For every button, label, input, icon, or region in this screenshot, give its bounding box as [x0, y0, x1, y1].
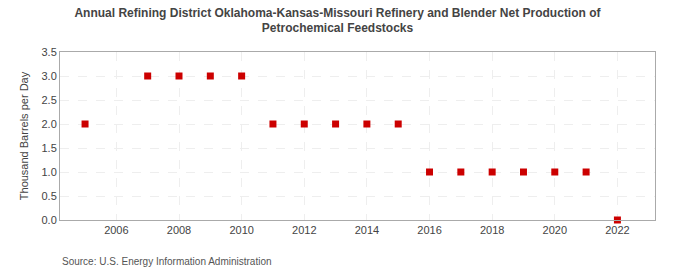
svg-text:2010: 2010 [229, 224, 253, 236]
svg-text:0.5: 0.5 [42, 190, 57, 202]
svg-text:2.0: 2.0 [42, 118, 57, 130]
svg-text:2022: 2022 [605, 224, 629, 236]
svg-text:1.5: 1.5 [42, 142, 57, 154]
svg-text:0.0: 0.0 [42, 214, 57, 226]
svg-text:2014: 2014 [355, 224, 379, 236]
svg-text:1.0: 1.0 [42, 166, 57, 178]
svg-text:2020: 2020 [543, 224, 567, 236]
svg-text:2006: 2006 [104, 224, 128, 236]
svg-text:3.5: 3.5 [42, 46, 57, 58]
svg-text:3.0: 3.0 [42, 70, 57, 82]
svg-text:2016: 2016 [417, 224, 441, 236]
svg-text:2008: 2008 [167, 224, 191, 236]
svg-text:Source: U.S. Energy Informatio: Source: U.S. Energy Information Administ… [62, 256, 272, 267]
svg-text:Annual Refining District Oklah: Annual Refining District Oklahoma-Kansas… [74, 6, 601, 36]
svg-text:Thousand Barrels per Day: Thousand Barrels per Day [18, 71, 30, 200]
svg-text:2012: 2012 [292, 224, 316, 236]
svg-text:2018: 2018 [480, 224, 504, 236]
svg-text:2.5: 2.5 [42, 94, 57, 106]
